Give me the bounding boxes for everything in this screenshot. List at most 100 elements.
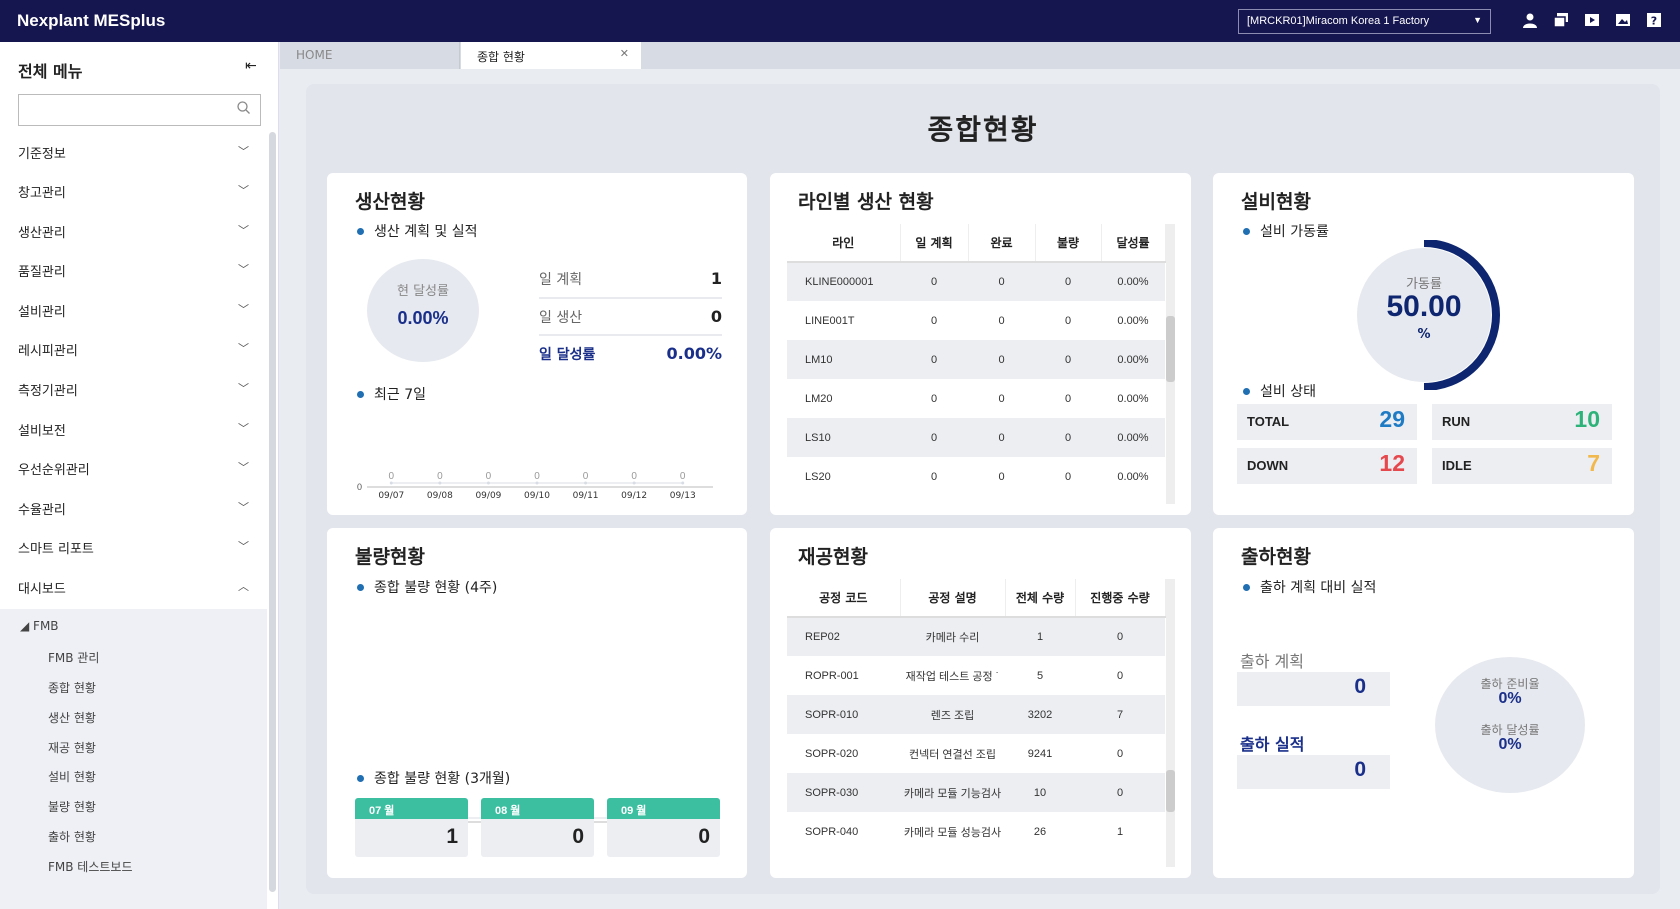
search-icon[interactable]	[237, 101, 250, 118]
wip-table: 공정 코드 공정 설명 전체 수량 진행중 수량 REP02 카메라 수리 1 0 R…	[787, 579, 1166, 851]
table-cell: REP02	[787, 617, 900, 656]
data-point	[632, 481, 636, 485]
section-label-text: 설비 상태	[1260, 384, 1316, 400]
chevron-down-icon: ﹀	[238, 461, 249, 474]
card-title: 출하현황	[1241, 546, 1311, 568]
x-tick-label: 09/10	[524, 491, 550, 501]
stat-label: TOTAL	[1247, 414, 1290, 429]
sidebar-item-basic-info[interactable]: 기준정보 ﹀	[0, 132, 267, 171]
submenu-item-defect[interactable]: 불량 현황	[48, 800, 96, 814]
table-row[interactable]: LS10 0 0 0 0.00%	[787, 418, 1165, 457]
table-row[interactable]: REP02 카메라 수리 1 0	[787, 617, 1165, 656]
x-tick-label: 09/09	[475, 491, 501, 501]
ship-plan-box: 0	[1237, 672, 1390, 706]
windows-icon[interactable]	[1553, 12, 1569, 28]
sidebar-item-dashboard[interactable]: 대시보드 ︿	[0, 567, 267, 606]
month-box: 08 월 0	[481, 798, 594, 857]
table-cell: ROPR-001	[805, 669, 859, 682]
table-row[interactable]: SOPR-040 카메라 모듈 성능검사 26 1	[787, 812, 1165, 851]
gauge-value: 50.00	[1386, 290, 1462, 323]
table-cell: 0	[1075, 773, 1165, 812]
submenu-item-overview[interactable]: 종합 현황	[48, 681, 96, 695]
table-row[interactable]: KLINE000001 0 0 0 0.00%	[787, 262, 1165, 301]
collapse-icon[interactable]: ⇤	[245, 58, 257, 74]
submenu-group-fmb[interactable]: ◢ FMB	[20, 619, 59, 633]
recent-7days-chart: 0 09/07 0 09/08 0 09/09 0 09/10 0 09/11 0 09/12 0 09/…	[357, 471, 713, 501]
submenu-item-fmb-manage[interactable]: FMB 관리	[48, 651, 100, 665]
shipping-card: 출하현황 출하 계획 대비 실적 출하 계획 0 출하 실적 0 출하 준비율 …	[1213, 528, 1634, 878]
tab-overview[interactable]: 종합 현황 ✕	[461, 42, 641, 69]
chevron-up-icon: ︿	[238, 580, 249, 593]
data-point	[681, 481, 685, 485]
table-row[interactable]: SOPR-020 컨넥터 연결선 조립 9241 0	[787, 734, 1165, 773]
sidebar-item-warehouse[interactable]: 창고관리 ﹀	[0, 171, 267, 210]
sidebar-item-production[interactable]: 생산관리 ﹀	[0, 211, 267, 250]
month-label: 09 월	[607, 798, 720, 819]
sidebar-item-equipment[interactable]: 설비관리 ﹀	[0, 290, 267, 329]
table-scrollbar-thumb[interactable]	[1166, 770, 1175, 812]
image-icon[interactable]	[1615, 12, 1631, 28]
table-row[interactable]: LM10 0 0 0 0.00%	[787, 340, 1165, 379]
table-row[interactable]: LS20 0 0 0 0.00%	[787, 457, 1165, 496]
table-cell: 26	[1033, 825, 1047, 838]
submenu-item-equipment[interactable]: 설비 현황	[48, 770, 96, 784]
card-title: 재공현황	[798, 546, 868, 568]
chevron-down-icon: ﹀	[238, 422, 249, 435]
sidebar-item-recipe[interactable]: 레시피관리 ﹀	[0, 329, 267, 368]
chevron-down-icon: ﹀	[238, 501, 249, 514]
app-logo[interactable]: Nexplant MESplus	[17, 11, 166, 30]
chevron-down-icon: ﹀	[238, 224, 249, 237]
user-icon[interactable]	[1522, 12, 1538, 28]
table-row[interactable]: SOPR-030 카메라 모듈 기능검사 10 0	[787, 773, 1165, 812]
sidebar-item-smart-report[interactable]: 스마트 리포트 ﹀	[0, 527, 267, 566]
submenu-item-fmb-testboard[interactable]: FMB 테스트보드	[48, 860, 133, 874]
help-icon[interactable]: ?	[1646, 12, 1662, 28]
sidebar-item-label: 품질관리	[18, 265, 66, 280]
sidebar-item-label: 대시보드	[18, 582, 66, 597]
line-table: 라인 일 계획 완료 불량 달성률 KLINE000001 0 0 0 0.00% LI…	[787, 224, 1166, 496]
chevron-down-icon: ﹀	[238, 303, 249, 316]
table-row[interactable]: SOPR-010 렌즈 조립 3202 7	[787, 695, 1165, 734]
sidebar-item-label: 우선순위관리	[18, 463, 90, 478]
sidebar-item-yield[interactable]: 수율관리 ﹀	[0, 488, 267, 527]
svg-text:?: ?	[1651, 15, 1657, 28]
rate-label: 현 달성률	[397, 284, 449, 299]
daily-achieve-value: 0.00%	[666, 344, 722, 363]
wip-card: 재공현황 공정 코드 공정 설명 전체 수량 진행중 수량 REP02 카메라 수…	[770, 528, 1191, 878]
page-title: 종합현황	[927, 113, 1039, 146]
section-label-text: 설비 가동률	[1260, 224, 1329, 240]
sidebar: 전체 메뉴 ⇤ 기준정보 ﹀ 창고관리 ﹀ 생산관리 ﹀ 품질관리 ﹀ 설비관리 ﹀ 레시…	[0, 42, 279, 909]
table-cell: SOPR-040	[805, 825, 859, 838]
sidebar-item-maintenance[interactable]: 설비보전 ﹀	[0, 409, 267, 448]
table-cell: 0	[900, 340, 968, 379]
menu-search-input[interactable]	[18, 94, 261, 126]
sidebar-scrollbar[interactable]	[269, 132, 276, 892]
divider	[539, 334, 722, 336]
sidebar-item-quality[interactable]: 품질관리 ﹀	[0, 250, 267, 289]
x-tick-label: 09/07	[378, 491, 404, 501]
table-row[interactable]: LM20 0 0 0 0.00%	[787, 379, 1165, 418]
month-value: 0	[698, 825, 710, 848]
table-cell: 0	[1035, 418, 1101, 457]
table-cell: 0	[1035, 262, 1101, 301]
sidebar-item-gauge[interactable]: 측정기관리 ﹀	[0, 369, 267, 408]
table-scrollbar[interactable]	[1166, 579, 1175, 867]
submenu-item-production[interactable]: 생산 현황	[48, 711, 96, 725]
submenu-item-shipping[interactable]: 출하 현황	[48, 830, 96, 844]
tab-home[interactable]: HOME	[280, 42, 460, 69]
column-header: 라인	[787, 224, 901, 263]
table-scrollbar-thumb[interactable]	[1166, 316, 1175, 382]
table-row[interactable]: LINE001T 0 0 0 0.00%	[787, 301, 1165, 340]
play-icon[interactable]	[1584, 12, 1600, 28]
sidebar-item-label: 생산관리	[18, 226, 66, 241]
sidebar-item-priority[interactable]: 우선순위관리 ﹀	[0, 448, 267, 487]
daily-achieve-label: 일 달성률	[539, 347, 596, 363]
factory-select[interactable]: [MRCKR01]Miracom Korea 1 Factory ▼	[1238, 9, 1491, 34]
chevron-down-icon: ﹀	[238, 342, 249, 355]
close-icon[interactable]: ✕	[619, 47, 629, 60]
chevron-down-icon: ﹀	[238, 540, 249, 553]
data-label: 0	[680, 471, 686, 482]
table-row[interactable]: ROPR-001 재작업 테스트 공정 ˙ 5 0	[787, 656, 1165, 695]
submenu-item-wip[interactable]: 재공 현황	[48, 741, 96, 755]
tab-bar: HOME 종합 현황 ✕	[280, 42, 1680, 69]
